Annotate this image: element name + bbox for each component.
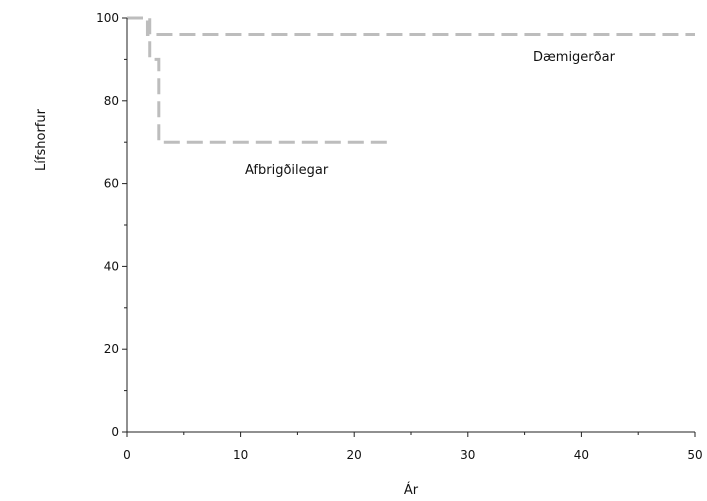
x-tick-label: 10 — [233, 448, 248, 462]
x-axis-title: Ár — [404, 482, 419, 498]
series-label-daemigerdar: Dæmigerðar — [533, 50, 616, 65]
labels-layer: Ár Lífshorfur Dæmigerðar Afbrigðilegar — [34, 50, 616, 498]
series-line-afbrigdilegar — [127, 16, 389, 144]
y-tick-label: 80 — [104, 94, 119, 108]
y-tick-label: 20 — [104, 342, 119, 356]
x-tick-label: 30 — [460, 448, 475, 462]
series-layer — [127, 16, 695, 144]
x-tick-label: 20 — [347, 448, 362, 462]
y-tick-label: 60 — [104, 177, 119, 191]
axis-layer — [126, 18, 695, 433]
y-axis-title: Lífshorfur — [34, 108, 49, 171]
x-tick-label: 40 — [574, 448, 589, 462]
y-tick-label: 40 — [104, 259, 119, 273]
x-tick-label: 0 — [123, 448, 131, 462]
ticks-layer: 0 10 20 30 40 50 0 20 40 60 80 100 — [96, 11, 703, 462]
series-label-afbrigdilegar: Afbrigðilegar — [245, 163, 329, 178]
series-line-daemigerdar — [127, 16, 695, 37]
y-tick-label: 0 — [111, 425, 119, 439]
x-tick-label: 50 — [687, 448, 702, 462]
y-tick-label: 100 — [96, 11, 119, 25]
